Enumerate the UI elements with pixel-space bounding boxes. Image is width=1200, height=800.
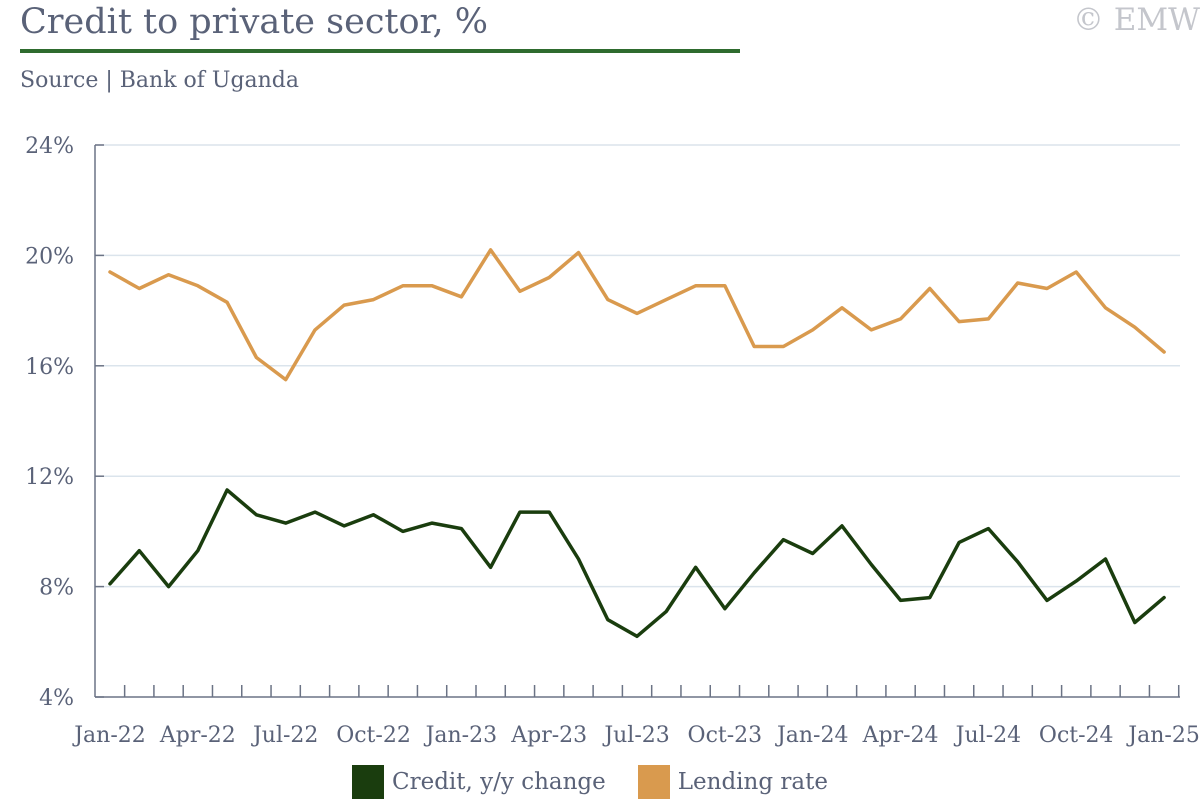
chart-source: Source | Bank of Uganda: [20, 68, 300, 93]
x-tick-label: Jul-23: [602, 723, 669, 748]
x-tick-label: Jan-24: [775, 723, 849, 748]
legend-swatch-credit: [352, 765, 384, 799]
line-chart: 24% 20% 16% 12% 8% 4% Jan-22 Apr-22 Jul-22 Oct-22…: [25, 134, 1200, 748]
x-tick-label: Apr-22: [159, 723, 236, 748]
chart-title: Credit to private sector, %: [20, 2, 488, 42]
y-tick-label: 16%: [25, 355, 74, 380]
y-tick-label: 4%: [39, 686, 74, 711]
y-tick-label: 8%: [39, 576, 74, 601]
series-line-lending: [108, 248, 1166, 382]
legend: Credit, y/y change Lending rate: [352, 765, 860, 799]
y-tick-label: 20%: [25, 244, 74, 269]
x-tick-label: Jan-23: [424, 723, 498, 748]
x-tick-label: Jan-22: [72, 723, 146, 748]
legend-item-credit[interactable]: Credit, y/y change: [352, 765, 606, 799]
legend-label-lending: Lending rate: [677, 769, 828, 795]
x-tick-label: Oct-22: [336, 723, 411, 748]
x-tick-label: Jul-22: [251, 723, 318, 748]
y-tick-label: 12%: [25, 465, 74, 490]
legend-item-lending[interactable]: Lending rate: [637, 765, 828, 799]
x-tick-label: Apr-24: [862, 723, 939, 748]
x-tick-label: Oct-23: [688, 723, 763, 748]
watermark: © EMW: [1072, 2, 1200, 38]
title-underline: [20, 49, 740, 53]
x-tick-label: Oct-24: [1039, 723, 1114, 748]
x-tick-label: Jul-24: [954, 723, 1021, 748]
x-tick-label: Apr-23: [510, 723, 587, 748]
x-tick-label: Jan-25: [1126, 723, 1200, 748]
legend-swatch-lending: [637, 765, 670, 799]
y-tick-label: 24%: [25, 134, 74, 159]
series-line-credit: [108, 488, 1166, 639]
legend-label-credit: Credit, y/y change: [392, 769, 606, 795]
